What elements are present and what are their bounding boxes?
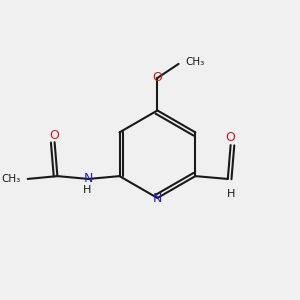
Text: H: H (83, 185, 91, 195)
Text: H: H (226, 190, 235, 200)
Text: N: N (84, 172, 93, 185)
Text: O: O (50, 129, 59, 142)
Text: CH₃: CH₃ (186, 58, 205, 68)
Text: N: N (153, 191, 162, 205)
Text: CH₃: CH₃ (2, 174, 21, 184)
Text: O: O (226, 131, 236, 145)
Text: O: O (152, 71, 162, 85)
